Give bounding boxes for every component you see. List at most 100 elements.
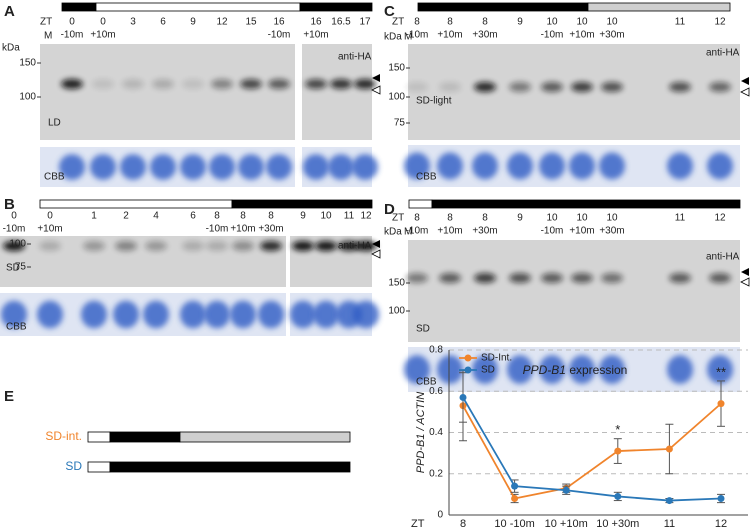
data-point: [614, 492, 622, 500]
zt-label: ZT: [40, 17, 52, 28]
lane-zt: 0: [47, 211, 53, 222]
lane-zt: 16: [310, 17, 322, 28]
western-blot: [40, 44, 295, 140]
lane-zt: 12: [216, 17, 228, 28]
protein-band: [541, 273, 563, 283]
protein-band: [601, 82, 623, 92]
photoperiod-bar: [61, 2, 97, 12]
lane-zt: 12: [714, 213, 726, 224]
cbb-band: [667, 355, 693, 384]
marker-lane-label: M: [404, 227, 412, 238]
photoperiod-bar: [87, 431, 111, 443]
lane-zt: 6: [190, 211, 196, 222]
lane-zt: 8: [414, 17, 420, 28]
protein-band: [115, 241, 137, 251]
protein-band: [240, 79, 262, 89]
lane-zt: 9: [190, 17, 196, 28]
cbb-band: [352, 154, 378, 180]
lane-time: +10m: [437, 226, 462, 237]
cbb-band: [180, 154, 206, 180]
cbb-band: [290, 300, 316, 329]
western-blot: [302, 44, 372, 140]
panel-label: E: [4, 388, 14, 405]
cbb-band: [1, 300, 27, 329]
lane-zt: 12: [714, 17, 726, 28]
condition-label: SD: [6, 263, 20, 274]
filled-arrowhead: [741, 77, 749, 85]
cbb-band: [37, 300, 63, 329]
lane-time: +10m: [569, 226, 594, 237]
kda-marker: 100: [19, 92, 36, 103]
lane-time: +10m: [303, 30, 328, 41]
protein-band: [354, 79, 376, 89]
cbb-band: [328, 154, 354, 180]
kda-label: kDa: [384, 227, 402, 238]
lane-zt: 11: [675, 213, 686, 224]
panel-label: B: [4, 196, 15, 213]
lane-zt: 8: [268, 211, 274, 222]
y-tick-label: 0.8: [429, 345, 443, 356]
kda-label: kDa: [2, 43, 20, 54]
filled-arrowhead: [372, 240, 380, 248]
cbb-band: [667, 152, 693, 180]
cbb-band: [569, 152, 595, 180]
cbb-band: [472, 355, 498, 384]
lane-zt: 11: [344, 211, 355, 222]
western-blot: [408, 44, 740, 140]
lane-zt: 9: [517, 213, 523, 224]
protein-band: [83, 241, 105, 251]
photoperiod-bar: [431, 199, 741, 209]
marker-lane-label: M: [44, 31, 52, 42]
data-point: [511, 482, 519, 490]
protein-band: [406, 82, 428, 92]
lane-zt: 8: [482, 17, 488, 28]
cbb-band: [437, 355, 463, 384]
kda-label: kDa: [384, 32, 402, 43]
condition-name: SD-int.: [45, 429, 82, 443]
cbb-band: [539, 152, 565, 180]
x-tick-label: 10 +30m: [596, 518, 639, 530]
western-blot: [408, 240, 740, 342]
photoperiod-bar: [95, 2, 301, 12]
lane-time: -10m: [206, 224, 229, 235]
lane-time: -10m: [541, 30, 564, 41]
title-text: expression: [569, 363, 627, 377]
significance-mark: **: [716, 364, 726, 379]
lane-time: +30m: [472, 30, 497, 41]
lane-zt: 9: [300, 211, 306, 222]
lane-zt: 11: [675, 17, 686, 28]
cbb-band: [472, 152, 498, 180]
cbb-band: [569, 355, 595, 384]
lane-zt: 8: [414, 213, 420, 224]
data-point: [511, 495, 519, 502]
photoperiod-bar: [417, 2, 589, 12]
cbb-band: [143, 300, 169, 329]
cbb-band: [180, 300, 206, 329]
protein-band: [92, 79, 114, 89]
protein-band: [541, 82, 563, 92]
lane-zt: 6: [160, 17, 166, 28]
y-tick-label: 0.2: [429, 468, 443, 479]
stain-label: CBB: [6, 322, 27, 333]
panel-label: C: [384, 3, 395, 20]
kda-marker: 100: [388, 92, 405, 103]
kda-marker: 75: [394, 118, 406, 129]
kda-marker: 150: [388, 278, 405, 289]
x-tick-label: 10 +10m: [545, 518, 588, 530]
photoperiod-bar: [87, 461, 111, 473]
lane-zt: 12: [360, 211, 372, 222]
y-tick-label: 0.6: [429, 386, 443, 397]
photoperiod-bar: [587, 2, 731, 12]
cbb-band: [507, 152, 533, 180]
photoperiod-bar: [109, 431, 181, 443]
kda-marker: 150: [388, 63, 405, 74]
lane-zt: 8: [214, 211, 220, 222]
kda-marker: 150: [19, 58, 36, 69]
title-gene: PPD-B1: [523, 363, 566, 377]
antibody-label: anti-HA: [338, 241, 372, 252]
stain-label: CBB: [44, 172, 65, 183]
protein-band: [571, 273, 593, 283]
lane-time: +30m: [599, 30, 624, 41]
lane-zt: 1: [91, 211, 97, 222]
